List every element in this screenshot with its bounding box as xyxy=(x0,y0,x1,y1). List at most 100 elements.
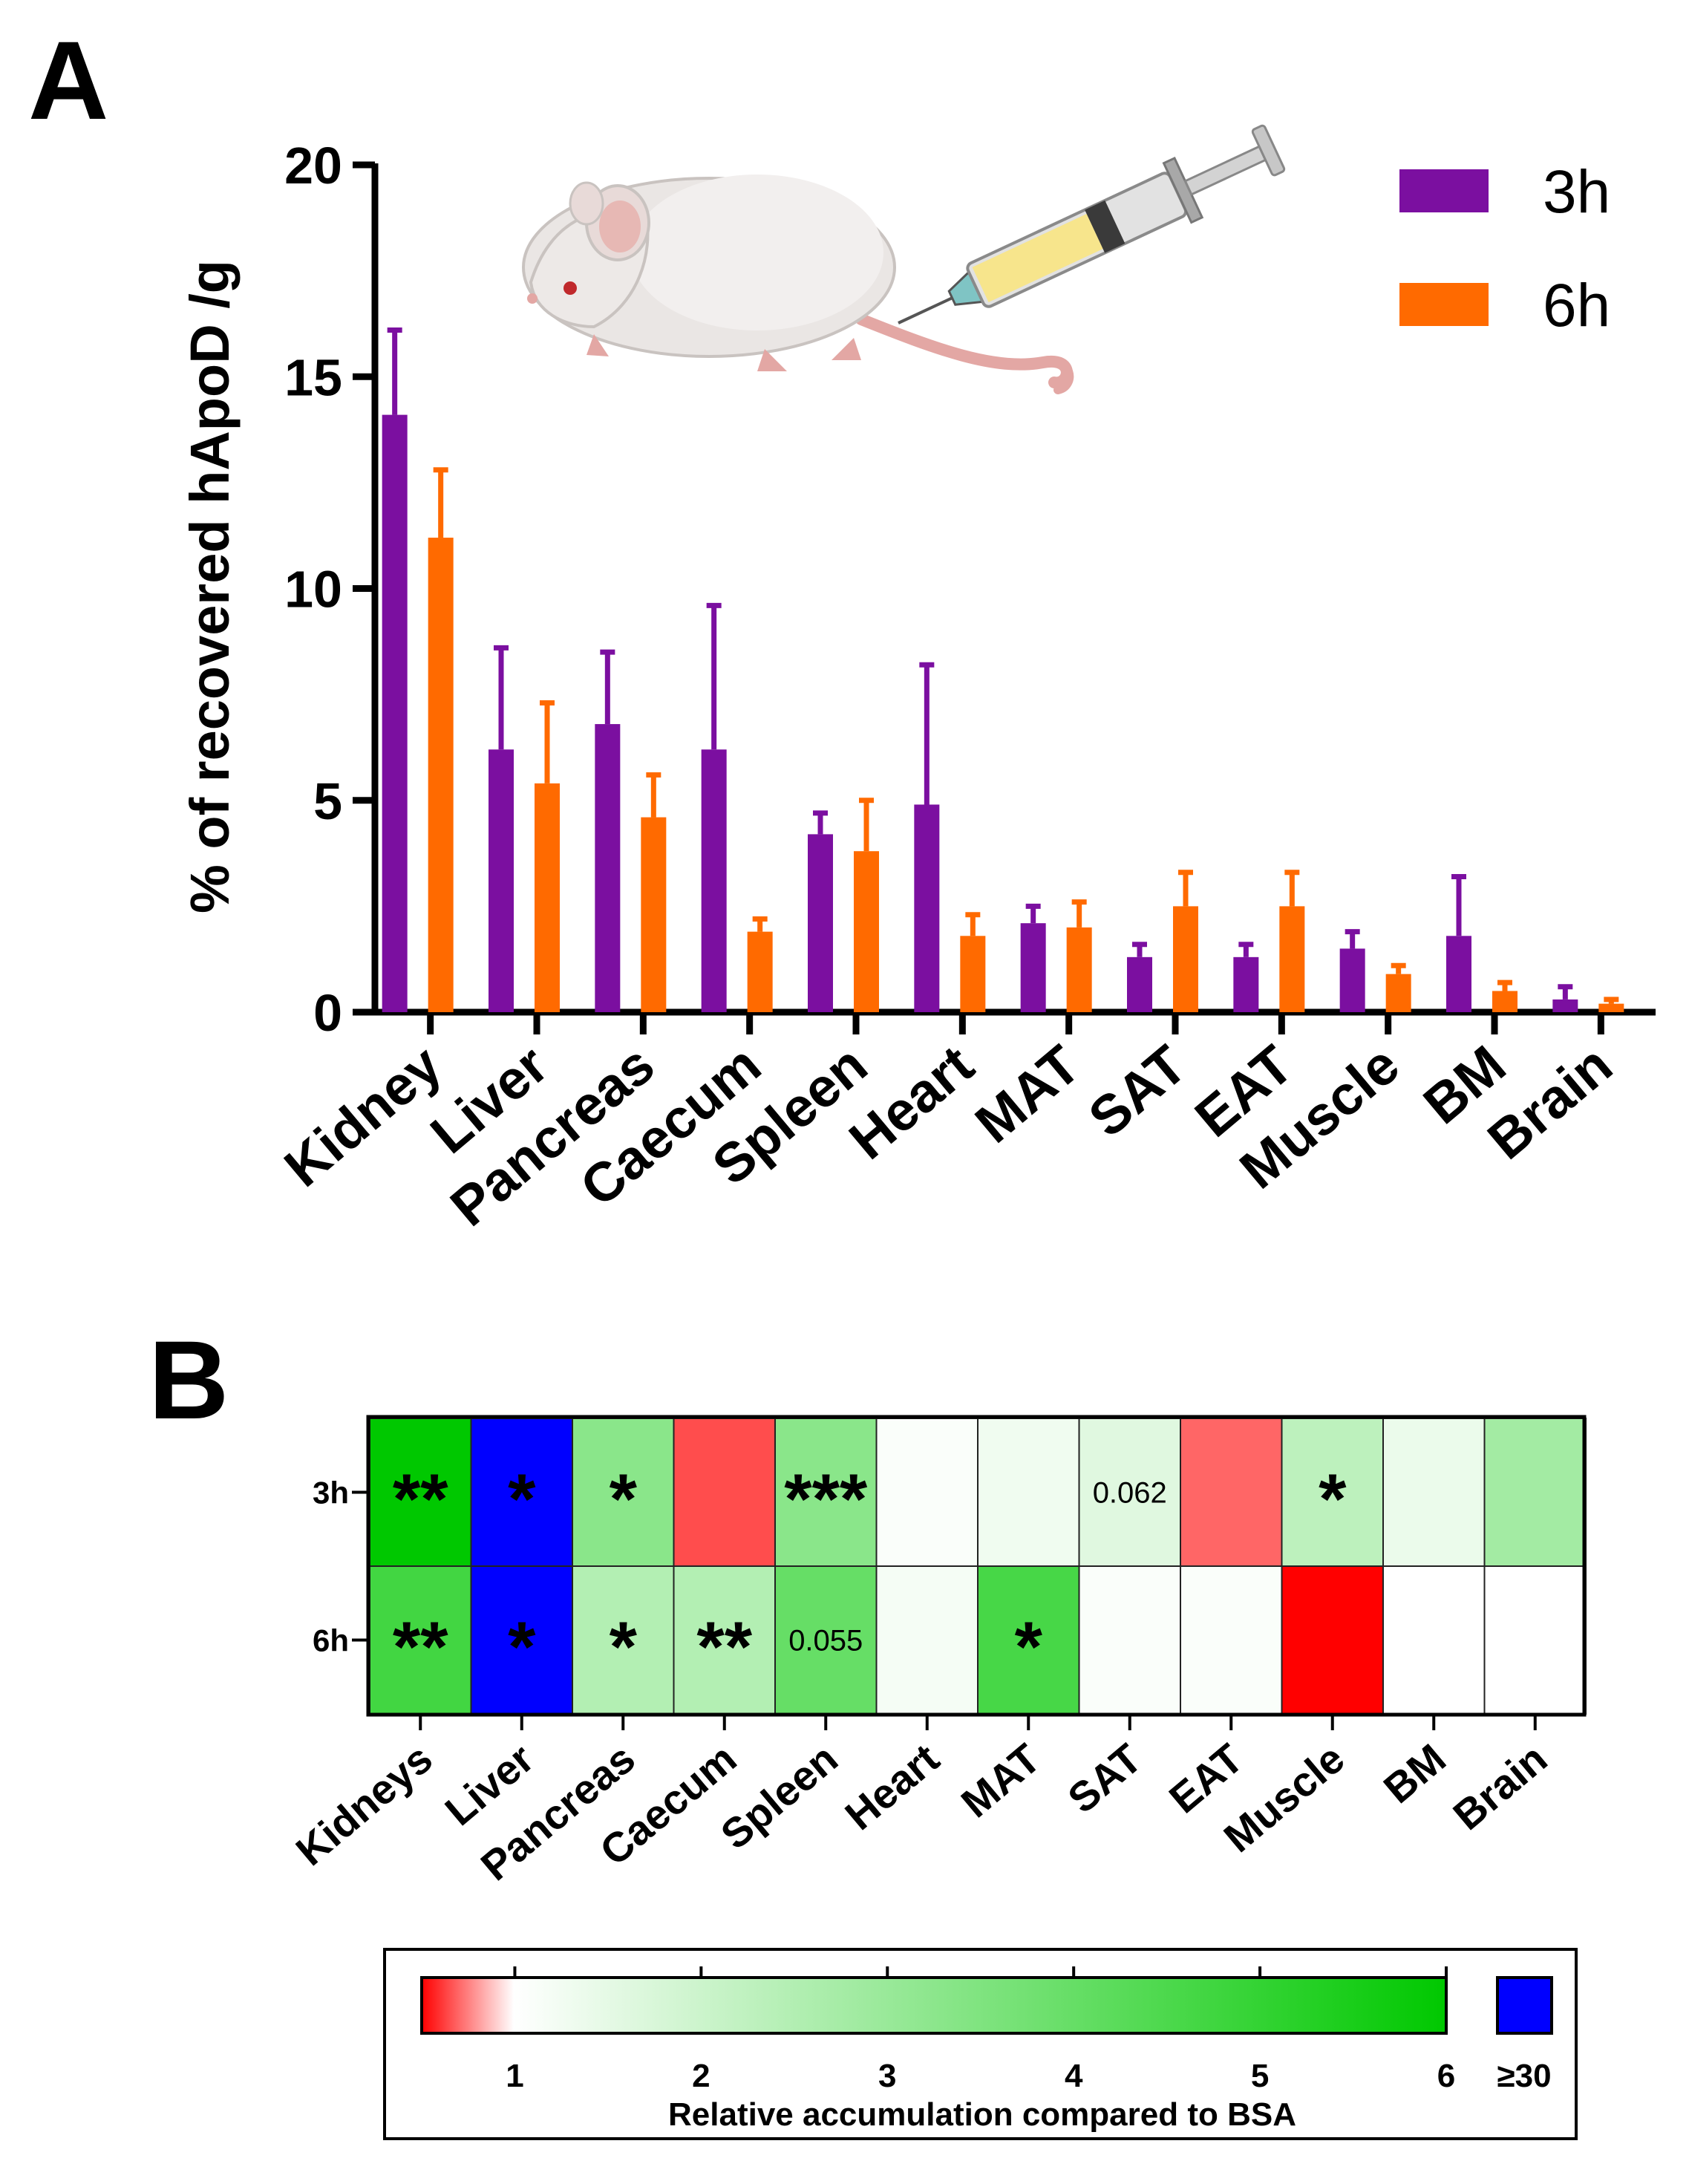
colorbar-ticks: 1 2 3 4 5 6 xyxy=(506,1966,1455,2094)
bar-3h-pancreas xyxy=(595,724,621,1012)
heatmap-column-label-kidneys: Kidneys xyxy=(287,1735,441,1874)
legend-swatch-3h xyxy=(1399,169,1489,212)
heatmap-border xyxy=(366,1415,1587,1717)
heatmap-cell-6h-sat xyxy=(1078,1565,1181,1715)
bar-3h-liver xyxy=(489,749,514,1012)
bar-6h-kidney xyxy=(428,538,454,1012)
mouse-syringe-illustration xyxy=(522,124,1286,394)
colorbar-special-swatch xyxy=(1496,1976,1553,2035)
bar-6h-sat xyxy=(1173,906,1198,1012)
colorbar-gradient xyxy=(420,1976,1448,2035)
legend-label-6h: 6h xyxy=(1543,272,1610,339)
bar-3h-brain xyxy=(1552,999,1578,1012)
bar-3h-caecum xyxy=(701,749,727,1012)
heatmap-cell-6h-brain xyxy=(1483,1565,1587,1715)
x-tick-label-mat: MAT xyxy=(964,1034,1091,1155)
heatmap-row-label-6h: 6h xyxy=(313,1623,349,1658)
panel-b-label: B xyxy=(148,1317,229,1442)
heatmap-annotation: *** xyxy=(784,1460,868,1539)
heatmap-row-labels: 3h 6h xyxy=(313,1476,368,1658)
bar-chart: % of recovered hApoD /g 0 5 10 15 20 KidneyL… xyxy=(179,124,1656,1238)
bar-6h-muscle xyxy=(1385,974,1411,1012)
heatmap-cell-6h-eat xyxy=(1180,1565,1283,1715)
bar-6h-pancreas xyxy=(641,817,667,1012)
heatmap-annotation: * xyxy=(508,1460,536,1539)
bar-6h-bm xyxy=(1492,991,1518,1012)
x-tick-label-sat: SAT xyxy=(1077,1034,1198,1149)
heatmap-annotation: 0.062 xyxy=(1093,1477,1167,1510)
x-ticks: KidneyLiverPancreasCaecumSpleenHeartMATS… xyxy=(273,1012,1624,1238)
bar-6h-mat xyxy=(1066,927,1092,1012)
colorbar-tick-label: 5 xyxy=(1251,2058,1269,2094)
colorbar-tick-label: 3 xyxy=(878,2058,896,2094)
heatmap-cell-6h-kidneys xyxy=(369,1565,472,1715)
heatmap-column-label-brain: Brain xyxy=(1444,1735,1555,1839)
y-axis-title: % of recovered hApoD /g xyxy=(179,260,241,913)
bar-6h-heart xyxy=(960,936,986,1012)
heatmap-cells: ** * * *** 0.062 *** * * ** 0.055 * xyxy=(369,1418,1587,1715)
heatmap-cell-3h-brain xyxy=(1483,1418,1587,1567)
heatmap-column-label-mat: MAT xyxy=(953,1735,1049,1827)
heatmap-cell-6h-bm xyxy=(1382,1565,1486,1715)
y-tick-label: 15 xyxy=(284,348,342,406)
colorbar-frame xyxy=(383,1948,1578,2140)
bar-6h-spleen xyxy=(854,851,879,1012)
colorbar-title: Relative accumulation compared to BSA xyxy=(668,2096,1296,2133)
bar-3h-mat xyxy=(1020,923,1046,1012)
bar-marks xyxy=(382,327,1624,1012)
legend: 3h 6h xyxy=(1399,158,1610,339)
panel-a-label: A xyxy=(28,18,108,143)
heatmap-row-label-3h: 3h xyxy=(313,1476,349,1510)
x-tick-label-brain: Brain xyxy=(1476,1034,1623,1171)
bar-3h-sat xyxy=(1127,956,1152,1012)
heatmap-cell-6h-spleen xyxy=(774,1565,878,1715)
heatmap-column-label-sat: SAT xyxy=(1059,1735,1150,1822)
colorbar-tick-label: 1 xyxy=(506,2058,523,2094)
colorbar: 1 2 3 4 5 6 ≥30 Relative accumulation compare… xyxy=(383,1948,1578,2140)
heatmap-annotation: ** xyxy=(393,1608,448,1687)
y-tick-label: 0 xyxy=(313,984,342,1042)
heatmap-annotation: * xyxy=(508,1608,536,1687)
heatmap-cell-3h-muscle xyxy=(1281,1418,1384,1567)
bar-3h-bm xyxy=(1446,936,1471,1012)
bar-3h-spleen xyxy=(808,834,833,1012)
heatmap-cell-6h-caecum xyxy=(673,1565,776,1715)
bar-6h-liver xyxy=(535,783,560,1012)
bar-6h-eat xyxy=(1279,906,1305,1012)
mouse-icon xyxy=(522,175,1074,394)
heatmap-cell-3h-heart xyxy=(875,1418,979,1567)
bar-3h-eat xyxy=(1233,956,1259,1012)
heatmap-annotation: * xyxy=(1319,1460,1347,1539)
heatmap-cell-3h-caecum xyxy=(673,1418,776,1567)
syringe-icon xyxy=(898,124,1286,325)
heatmap-cell-3h-liver xyxy=(470,1418,573,1567)
heatmap-annotation: ** xyxy=(696,1608,752,1687)
heatmap-annotation: ** xyxy=(393,1460,448,1539)
y-ticks: 0 5 10 15 20 xyxy=(284,137,375,1042)
heatmap-cell-3h-bm xyxy=(1382,1418,1486,1567)
bar-6h-caecum xyxy=(747,931,773,1012)
legend-swatch-6h xyxy=(1399,283,1489,326)
heatmap-column-label-bm: BM xyxy=(1375,1735,1454,1812)
heatmap-cell-3h-kidneys xyxy=(369,1418,472,1567)
heatmap-column-label-spleen: Spleen xyxy=(712,1735,846,1858)
colorbar-tick-label: 4 xyxy=(1065,2058,1083,2094)
heatmap-cell-3h-eat xyxy=(1180,1418,1283,1567)
heatmap-cell-6h-heart xyxy=(875,1565,979,1715)
y-tick-label: 5 xyxy=(313,772,342,830)
legend-label-3h: 3h xyxy=(1543,158,1610,226)
heatmap-annotation: * xyxy=(610,1460,638,1539)
bar-3h-muscle xyxy=(1339,948,1365,1012)
heatmap-column-label-heart: Heart xyxy=(836,1735,947,1839)
colorbar-special-label: ≥30 xyxy=(1497,2058,1551,2094)
colorbar-tick-label: 6 xyxy=(1437,2058,1455,2094)
y-tick-label: 10 xyxy=(284,561,342,619)
heatmap-cell-3h-mat xyxy=(977,1418,1080,1567)
bar-3h-heart xyxy=(914,804,940,1012)
bar-6h-brain xyxy=(1598,1003,1624,1012)
heatmap-annotation: * xyxy=(1015,1608,1043,1687)
heatmap-annotation: 0.055 xyxy=(788,1625,863,1657)
